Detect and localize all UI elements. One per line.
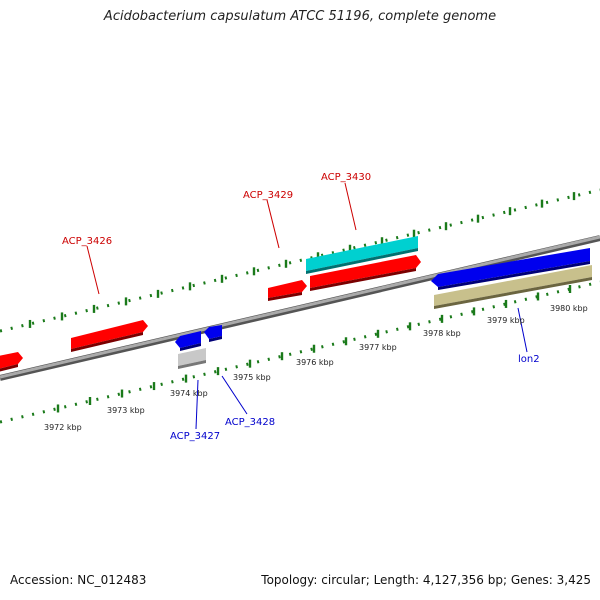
genome-stats: Topology: circular; Length: 4,127,356 bp… bbox=[261, 573, 591, 587]
ruler-labels: 3972 kbp 3973 kbp 3974 kbp 3975 kbp 3976… bbox=[44, 304, 588, 432]
genes-value: 3,425 bbox=[556, 573, 591, 587]
gene-feature-acp-3426[interactable] bbox=[71, 320, 148, 352]
other-feature[interactable] bbox=[434, 265, 592, 309]
gene-label-acp-3426[interactable]: ACP_3426 bbox=[62, 236, 112, 247]
gene-label-acp-3428[interactable]: ACP_3428 bbox=[225, 417, 275, 428]
accession-label: Accession: bbox=[10, 573, 74, 587]
gene-feature-acp-3428[interactable] bbox=[204, 325, 222, 342]
gene-label-acp-3429[interactable]: ACP_3429 bbox=[243, 190, 293, 201]
ruler-label: 3979 kbp bbox=[487, 316, 525, 325]
gene-feature-left-edge[interactable] bbox=[0, 352, 23, 372]
ruler-label: 3980 kbp bbox=[550, 304, 588, 313]
ruler-outer-major-ticks bbox=[28, 192, 576, 328]
pseudo-feature[interactable] bbox=[178, 348, 206, 369]
reverse-features bbox=[175, 248, 592, 369]
length-label: Length: bbox=[373, 573, 420, 587]
forward-features bbox=[0, 236, 421, 372]
ruler-outer-track bbox=[0, 188, 600, 333]
ruler-label: 3974 kbp bbox=[170, 389, 208, 398]
ruler-label: 3975 kbp bbox=[233, 373, 271, 382]
gene-label-acp-3427[interactable]: ACP_3427 bbox=[170, 431, 220, 442]
rna-feature[interactable] bbox=[306, 236, 418, 274]
ruler-label: 3976 kbp bbox=[296, 358, 334, 367]
ruler-label: 3972 kbp bbox=[44, 423, 82, 432]
ruler-inner-major-ticks bbox=[56, 285, 572, 413]
ruler-label: 3977 kbp bbox=[359, 343, 397, 352]
gene-feature-acp-3427[interactable] bbox=[175, 331, 201, 351]
topology-value: circular bbox=[321, 573, 366, 587]
genome-backbone bbox=[0, 235, 600, 381]
topology-label: Topology: bbox=[261, 573, 318, 587]
genes-label: Genes: bbox=[510, 573, 553, 587]
gene-label-lon2[interactable]: lon2 bbox=[518, 354, 540, 365]
ruler-label: 3973 kbp bbox=[107, 406, 145, 415]
length-value: 4,127,356 bp bbox=[422, 573, 503, 587]
ruler-label: 3978 kbp bbox=[423, 329, 461, 338]
gene-feature-acp-3429[interactable] bbox=[268, 280, 307, 301]
accession-value: NC_012483 bbox=[77, 573, 147, 587]
gene-callout-lines bbox=[86, 182, 528, 430]
gene-feature-acp-3430[interactable] bbox=[310, 255, 421, 291]
map-title: Acidobacterium capsulatum ATCC 51196, co… bbox=[103, 9, 497, 24]
ruler-inner-track bbox=[0, 280, 600, 424]
gene-labels: ACP_3426 ACP_3429 ACP_3430 ACP_3427 ACP_… bbox=[62, 172, 540, 442]
accession-info: Accession: NC_012483 bbox=[10, 573, 146, 587]
gene-label-acp-3430[interactable]: ACP_3430 bbox=[321, 172, 371, 183]
gene-feature-lon2[interactable] bbox=[431, 248, 590, 290]
